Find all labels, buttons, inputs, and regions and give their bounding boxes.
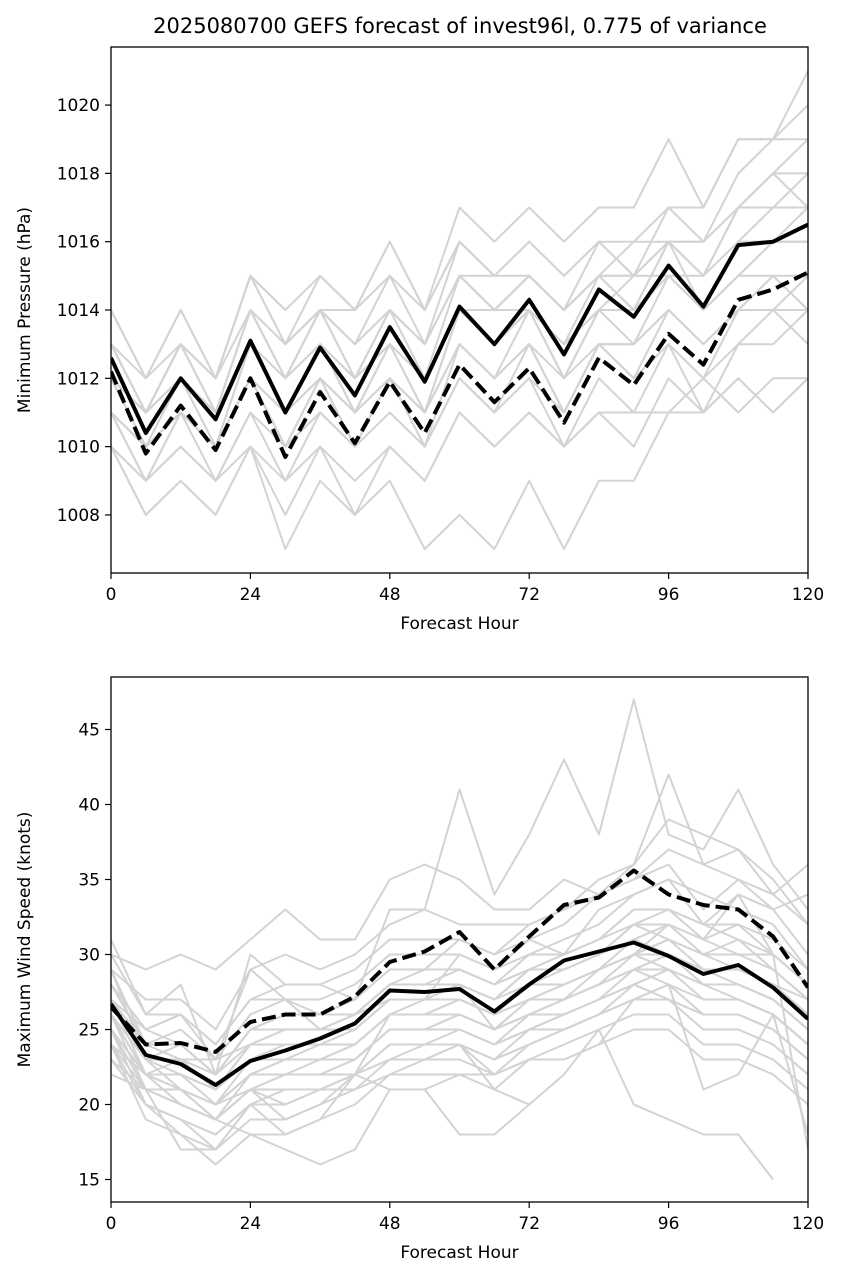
wind-series-layer <box>111 698 808 1181</box>
wind-member-line-20 <box>111 938 808 1076</box>
pressure-y-tick-label: 1012 <box>57 369 100 389</box>
wind-chart: 0 24 48 72 96 120 15 20 25 30 35 40 45 Forecast Hour… <box>15 676 824 1263</box>
pressure-member-line-9 <box>111 309 808 482</box>
wind-x-tick-label: 72 <box>518 1214 540 1234</box>
pressure-ticks-layer: 0 24 48 72 96 120 1008 1010 1012 1014 1016 1018 1020 <box>57 96 824 605</box>
pressure-x-tick-label: 24 <box>240 585 262 605</box>
wind-member-line-17 <box>111 863 808 1046</box>
pressure-x-tick-label: 72 <box>518 585 540 605</box>
wind-ticks-layer: 0 24 48 72 96 120 15 20 25 30 35 40 45 <box>78 721 824 1235</box>
pressure-mean-line <box>111 222 808 435</box>
pressure-y-tick-label: 1014 <box>57 301 100 321</box>
pressure-member-line-24 <box>111 240 496 414</box>
wind-member-line-3 <box>111 818 808 1031</box>
wind-member-line-29 <box>111 953 808 1091</box>
figure-title: 2025080700 GEFS forecast of invest96l, 0… <box>153 14 767 38</box>
pressure-x-axis-label: Forecast Hour <box>400 614 518 634</box>
wind-y-tick-label: 40 <box>78 796 100 816</box>
wind-x-tick-label: 120 <box>792 1214 824 1234</box>
pressure-member-line-11 <box>111 377 808 482</box>
wind-x-tick-label: 24 <box>240 1214 262 1234</box>
pressure-member-line-23 <box>111 138 808 414</box>
wind-y-tick-label: 30 <box>78 946 100 966</box>
pressure-y-tick-label: 1018 <box>57 164 100 184</box>
pressure-series-layer <box>111 70 808 551</box>
wind-x-tick-label: 48 <box>379 1214 401 1234</box>
wind-member-line-15 <box>111 1028 774 1181</box>
pressure-member-line-1 <box>111 70 808 380</box>
pressure-y-axis-label: Minimum Pressure (hPa) <box>15 207 35 413</box>
wind-selected-mean-line <box>111 868 808 1054</box>
pressure-selected-mean-line <box>111 270 808 459</box>
wind-member-line-27 <box>111 908 808 1076</box>
wind-member-line-34 <box>111 893 808 1150</box>
wind-member-line-31 <box>111 968 808 1106</box>
pressure-member-line-10 <box>111 309 808 482</box>
pressure-x-tick-label: 120 <box>792 585 824 605</box>
wind-plot-frame <box>110 676 809 1203</box>
wind-x-axis-label: Forecast Hour <box>400 1243 518 1263</box>
pressure-y-tick-label: 1016 <box>57 233 100 253</box>
wind-member-line-1 <box>111 698 808 1076</box>
wind-y-tick-label: 25 <box>78 1021 100 1041</box>
pressure-x-tick-label: 48 <box>379 585 401 605</box>
pressure-y-tick-label: 1020 <box>57 96 100 116</box>
pressure-member-line-25 <box>111 274 286 380</box>
wind-member-line-9 <box>111 953 808 1121</box>
wind-y-axis-label: Maximum Wind Speed (knots) <box>15 812 35 1068</box>
pressure-member-line-13 <box>111 377 808 551</box>
wind-member-line-30 <box>111 998 808 1136</box>
wind-y-tick-label: 35 <box>78 871 100 891</box>
pressure-member-line-18 <box>111 309 808 482</box>
wind-y-tick-label: 45 <box>78 721 100 741</box>
wind-member-line-2 <box>111 773 808 971</box>
pressure-x-tick-label: 96 <box>658 585 680 605</box>
wind-mean-line <box>111 940 808 1087</box>
wind-y-tick-label: 20 <box>78 1096 100 1116</box>
wind-member-line-13 <box>111 1013 808 1151</box>
wind-member-line-7 <box>111 923 808 1091</box>
pressure-chart: 0 24 48 72 96 120 1008 1010 1012 1014 1016 1018 1020… <box>15 46 824 634</box>
wind-y-tick-label: 15 <box>78 1171 100 1191</box>
pressure-y-tick-label: 1010 <box>57 438 100 458</box>
pressure-x-tick-label: 0 <box>106 585 117 605</box>
wind-member-line-19 <box>111 923 808 1061</box>
wind-member-line-33 <box>111 983 808 1166</box>
pressure-y-tick-label: 1008 <box>57 506 100 526</box>
wind-member-line-8 <box>111 938 808 1106</box>
wind-x-tick-label: 96 <box>658 1214 680 1234</box>
wind-x-tick-label: 0 <box>106 1214 117 1234</box>
